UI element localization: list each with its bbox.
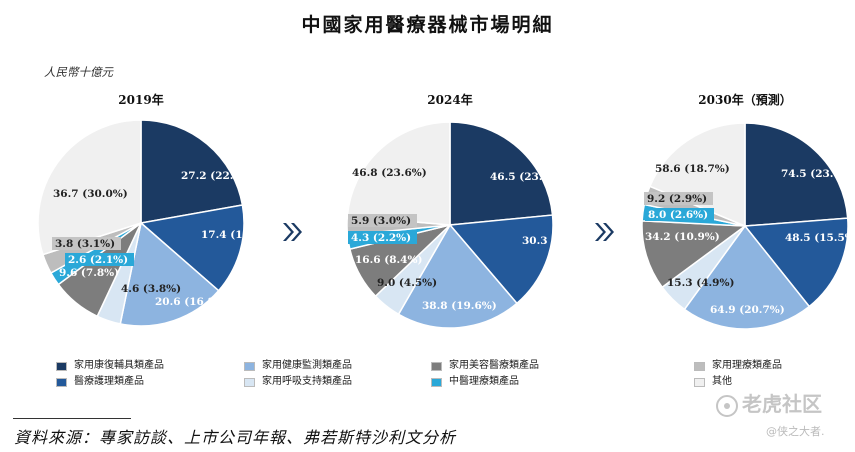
pie-title: 2030年（預測） [698, 92, 791, 107]
pie-slice-label: 30.3 (15.3%) [522, 235, 597, 247]
label-highlight [645, 208, 714, 221]
pie-slice [119, 221, 220, 327]
pie-slice [140, 119, 244, 224]
legend-label: 家用康復輔具類產品 [74, 360, 164, 371]
pie-slice [641, 220, 748, 289]
pie-slice [346, 121, 451, 226]
pie-slice [397, 223, 518, 329]
label-highlight [348, 231, 417, 244]
pie-slice [37, 119, 142, 256]
pie-slice [449, 121, 554, 226]
legend-swatch [56, 361, 67, 371]
double-chevron-right-icon [595, 223, 614, 241]
pie-slice-label: 74.5 (23.8%) [781, 168, 855, 180]
legend-swatch [244, 361, 255, 371]
pie-slice-label: 9.0 (4.5%) [377, 277, 437, 289]
pie-slice-label: 2.6 (2.1%) [68, 254, 128, 266]
double-chevron-right-icon [283, 223, 302, 241]
pie-slice-label: 34.2 (10.9%) [645, 231, 720, 243]
legend-item: 醫療護理類產品 [56, 375, 144, 389]
pie-slice-label: 4.6 (3.8%) [121, 283, 181, 295]
pie-chart-1: 2024年 46.5 (23.5%) 30.3 (15.3%) 38.8 (19.6%… [346, 92, 597, 329]
legend-label: 家用理療類產品 [712, 360, 782, 371]
pie-slice [744, 122, 849, 227]
legend-label: 家用呼吸支持類產品 [262, 376, 352, 387]
legend-swatch [694, 361, 705, 371]
legend-item: 中醫理療類產品 [431, 375, 519, 389]
pie-slice-label: 48.5 (15.5%) [785, 232, 855, 244]
pie-slice-label: 17.4 (14.2%) [201, 229, 276, 241]
pie-slice-label: 9.2 (2.9%) [647, 193, 707, 205]
watermark: 老虎社区 [716, 388, 822, 417]
legend-item: 家用康復輔具類產品 [56, 359, 164, 373]
tiger-paw-icon [716, 394, 738, 417]
legend-item: 家用健康監測類產品 [244, 359, 352, 373]
pie-slice [683, 224, 811, 330]
label-highlight [348, 214, 417, 227]
pie-slice [448, 214, 554, 305]
legend-swatch [56, 377, 67, 387]
source-divider [13, 418, 131, 419]
watermark-sub: @侠之大者. [766, 425, 825, 438]
legend-item: 其他 [694, 375, 732, 389]
legend-item: 家用理療類產品 [694, 359, 782, 373]
pie-title: 2024年 [427, 92, 472, 107]
legend-swatch [244, 377, 255, 387]
pie-title: 2019年 [118, 92, 163, 107]
legend-swatch [431, 377, 442, 387]
legend-swatch [431, 361, 442, 371]
pie-slice-label: 4.3 (2.2%) [351, 232, 411, 244]
legend-label: 家用美容醫療類產品 [449, 360, 539, 371]
unit-label: 人民幣十億元 [44, 65, 113, 79]
page-title: 中國家用醫療器械市場明細 [301, 14, 554, 36]
pie-slice [648, 122, 746, 228]
pie-slice-label: 38.8 (19.6%) [422, 300, 497, 312]
pie-slice-label: 20.6 (16.8%) [155, 296, 230, 308]
pie-slice-label: 3.8 (3.1%) [55, 238, 115, 250]
legend-label: 家用健康監測類產品 [262, 360, 352, 371]
pie-slice-label: 5.9 (3.0%) [351, 215, 411, 227]
pie-slice-label: 15.3 (4.9%) [667, 277, 734, 289]
pie-slice-label: 58.6 (18.7%) [655, 163, 730, 175]
watermark-text: 老虎社区 [742, 392, 822, 416]
pie-slice [743, 217, 849, 308]
pie-slice-label: 27.2 (22.2%) [181, 170, 256, 182]
legend-item: 家用呼吸支持類產品 [244, 375, 352, 389]
legend-label: 其他 [712, 376, 732, 387]
label-highlight [644, 192, 713, 205]
pie-slice-label: 46.8 (23.6%) [352, 167, 427, 179]
pie-slice-label: 36.7 (30.0%) [53, 188, 128, 200]
pie-slice-label: 16.6 (8.4%) [355, 254, 422, 266]
pie-slice-label: 8.0 (2.6%) [648, 209, 708, 221]
label-highlight [65, 253, 134, 266]
source-note: 資料來源：專家訪談、上市公司年報、弗若斯特沙利文分析 [14, 428, 457, 447]
legend-label: 醫療護理類產品 [74, 376, 144, 387]
pie-slice-label: 46.5 (23.5%) [490, 171, 565, 183]
pie-chart-0: 2019年 27.2 (22.2%) 17.4 (14.2%) 20.6 (16.8%… [37, 92, 276, 327]
label-highlight [52, 237, 121, 250]
pie-chart-2: 2030年（預測） 74.5 (23.8%) 48.5 (15.5%) 64.9 (2… [641, 92, 855, 330]
pie-slice-label: 64.9 (20.7%) [710, 304, 785, 316]
legend-label: 中醫理療類產品 [449, 376, 519, 387]
legend-swatch [694, 377, 705, 387]
pie-slice [139, 204, 245, 292]
pie-slice-label: 9.6 (7.8%) [59, 267, 119, 279]
legend-item: 家用美容醫療類產品 [431, 359, 539, 373]
